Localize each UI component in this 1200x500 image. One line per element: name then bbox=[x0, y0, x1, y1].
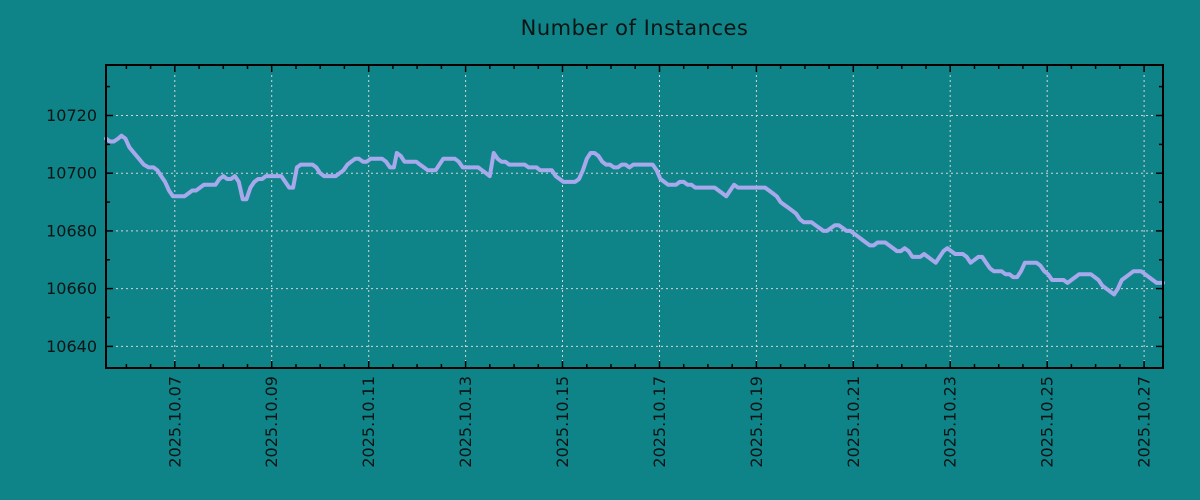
axis-ticks bbox=[106, 65, 1163, 368]
svg-text:10680: 10680 bbox=[46, 221, 97, 240]
svg-text:2025.10.25: 2025.10.25 bbox=[1038, 376, 1057, 468]
svg-text:2025.10.19: 2025.10.19 bbox=[747, 376, 766, 468]
svg-text:2025.10.15: 2025.10.15 bbox=[553, 376, 572, 468]
plot-border bbox=[105, 64, 1164, 369]
svg-text:2025.10.21: 2025.10.21 bbox=[844, 376, 863, 468]
svg-text:2025.10.13: 2025.10.13 bbox=[456, 376, 475, 468]
svg-text:2025.10.27: 2025.10.27 bbox=[1135, 376, 1154, 468]
svg-text:10660: 10660 bbox=[46, 279, 97, 298]
svg-text:2025.10.11: 2025.10.11 bbox=[359, 376, 378, 468]
y-axis-tick-labels: 10640 10660 10680 10700 10720 bbox=[46, 106, 97, 356]
svg-text:2025.10.09: 2025.10.09 bbox=[262, 376, 281, 468]
svg-text:2025.10.23: 2025.10.23 bbox=[941, 376, 960, 468]
svg-text:2025.10.07: 2025.10.07 bbox=[165, 376, 184, 468]
svg-text:10640: 10640 bbox=[46, 337, 97, 356]
svg-text:10700: 10700 bbox=[46, 164, 97, 183]
chart-title: Number of Instances bbox=[520, 16, 749, 40]
gridlines bbox=[106, 65, 1163, 368]
svg-text:10720: 10720 bbox=[46, 106, 97, 125]
data-series-line bbox=[104, 133, 1165, 297]
svg-text:2025.10.17: 2025.10.17 bbox=[650, 376, 669, 468]
x-axis-tick-labels: 2025.10.07 2025.10.09 2025.10.11 2025.10.13… bbox=[165, 376, 1153, 468]
